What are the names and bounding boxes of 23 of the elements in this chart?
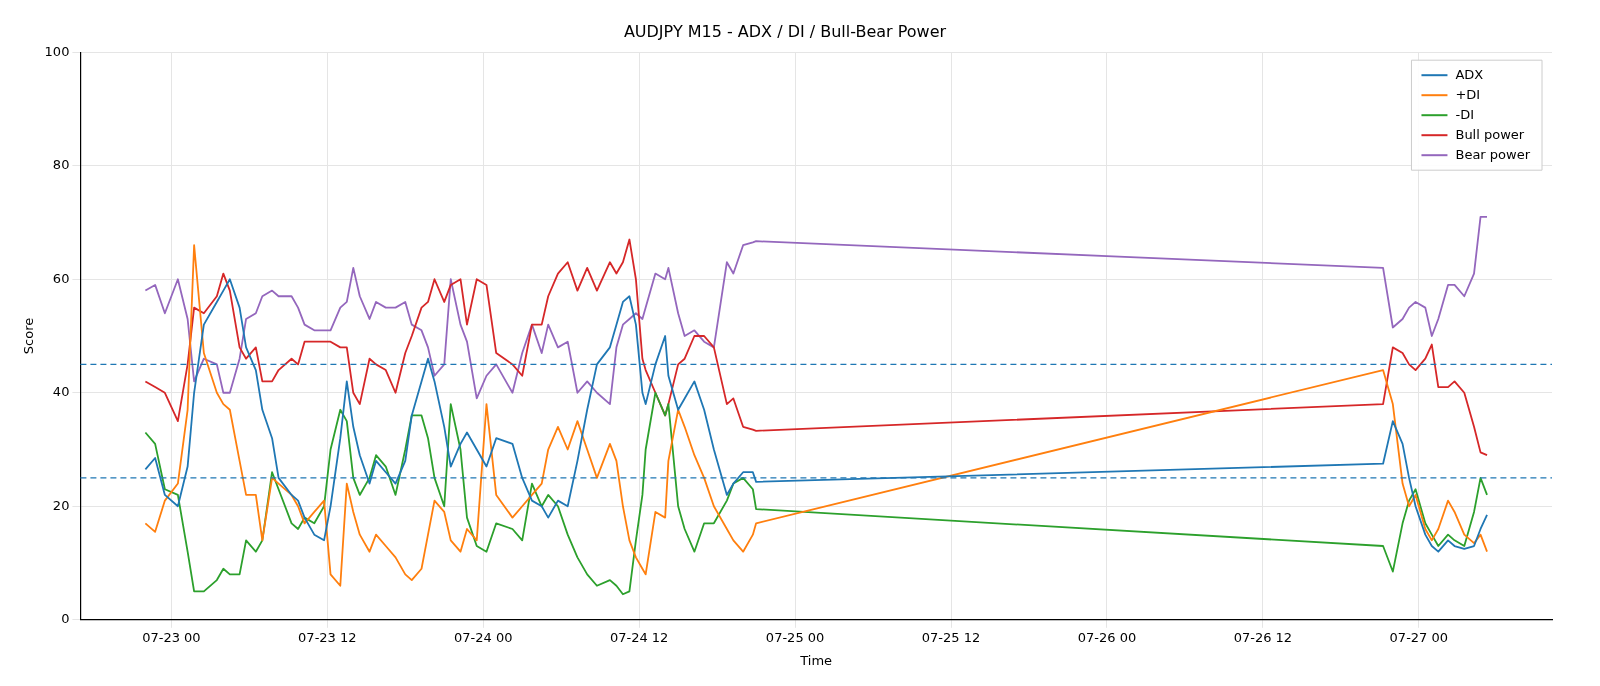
x-tick-label: 07-24 12 (609, 629, 669, 645)
x-tick-label: 07-24 00 (454, 629, 513, 645)
x-axis-title: Time (799, 652, 833, 668)
y-tick-label: 100 (44, 43, 70, 59)
x-tick-label: 07-23 00 (142, 629, 201, 645)
x-tick-label: 07-25 00 (765, 629, 825, 645)
y-tick-label: 80 (52, 157, 70, 173)
x-tick-label: 07-26 00 (1077, 629, 1137, 645)
x-tick-label: 07-26 12 (1233, 629, 1293, 645)
chart-title: AUDJPY M15 - ADX / DI / Bull-Bear Power (623, 21, 947, 41)
legend-label: +DI (1455, 86, 1481, 102)
y-tick-label: 40 (52, 384, 70, 400)
x-tick-label: 07-27 00 (1389, 629, 1449, 645)
x-tick-label: 07-23 12 (298, 629, 357, 645)
y-tick-label: 20 (52, 497, 70, 513)
y-tick-label: 60 (52, 270, 70, 286)
legend-label: Bear power (1455, 146, 1531, 162)
x-tick-label: 07-25 12 (921, 629, 981, 645)
legend-label: -DI (1455, 106, 1475, 122)
legend-label: Bull power (1455, 126, 1525, 142)
legend-label: ADX (1455, 66, 1484, 82)
y-tick-label: 0 (61, 611, 70, 627)
y-axis-title: Score (21, 317, 37, 355)
